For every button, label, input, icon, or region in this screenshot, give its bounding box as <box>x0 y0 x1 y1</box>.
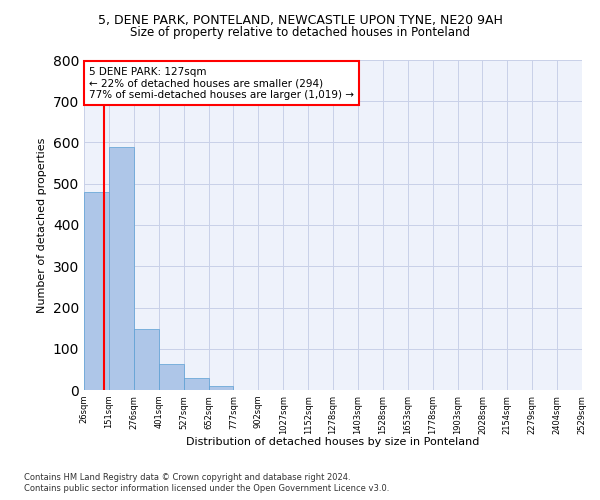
Bar <box>84 192 109 390</box>
Y-axis label: Number of detached properties: Number of detached properties <box>37 138 47 312</box>
Text: Contains HM Land Registry data © Crown copyright and database right 2024.: Contains HM Land Registry data © Crown c… <box>24 472 350 482</box>
Bar <box>184 378 209 390</box>
Text: Contains public sector information licensed under the Open Government Licence v3: Contains public sector information licen… <box>24 484 389 493</box>
Text: 5, DENE PARK, PONTELAND, NEWCASTLE UPON TYNE, NE20 9AH: 5, DENE PARK, PONTELAND, NEWCASTLE UPON … <box>98 14 502 27</box>
X-axis label: Distribution of detached houses by size in Ponteland: Distribution of detached houses by size … <box>187 437 479 447</box>
Bar <box>159 364 184 390</box>
Bar <box>109 146 134 390</box>
Bar <box>134 329 159 390</box>
Bar <box>209 386 233 390</box>
Text: 5 DENE PARK: 127sqm
← 22% of detached houses are smaller (294)
77% of semi-detac: 5 DENE PARK: 127sqm ← 22% of detached ho… <box>89 66 354 100</box>
Text: Size of property relative to detached houses in Ponteland: Size of property relative to detached ho… <box>130 26 470 39</box>
